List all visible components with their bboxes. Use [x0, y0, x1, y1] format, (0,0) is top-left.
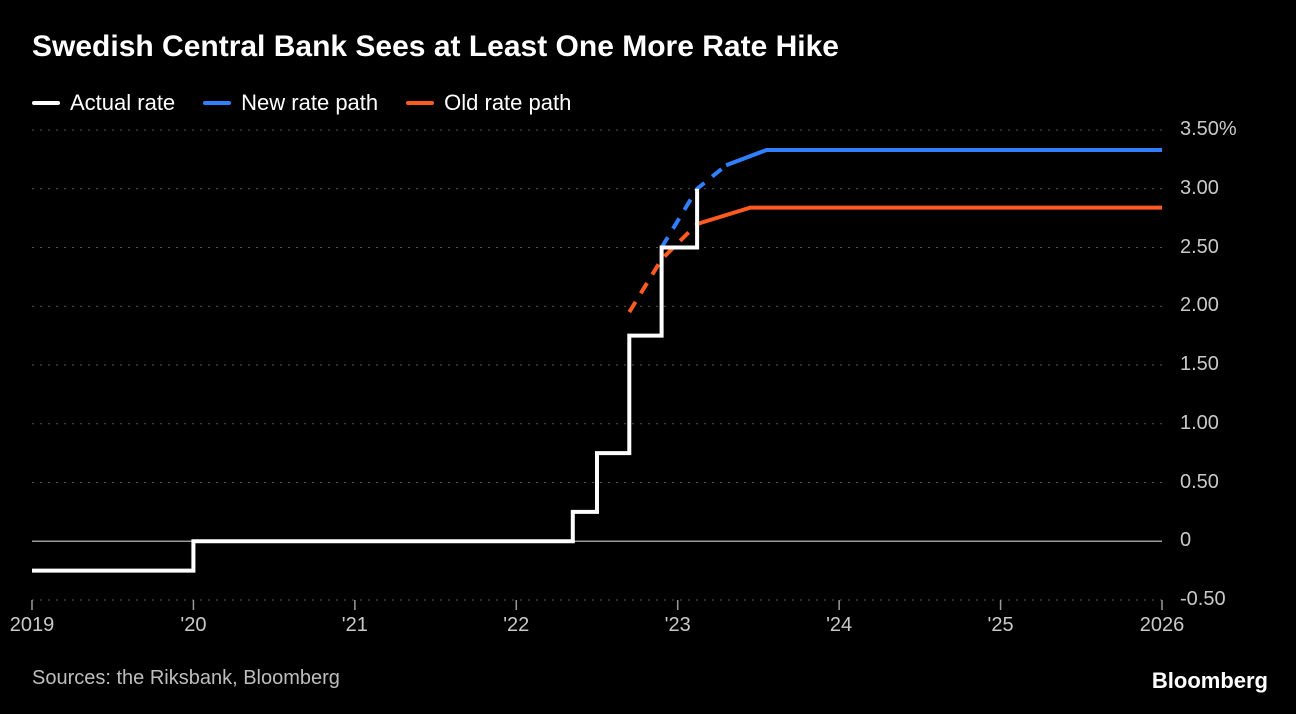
- y-tick-label: 3.50%: [1180, 118, 1260, 141]
- y-tick-label: 2.00: [1180, 294, 1260, 317]
- series-old-path-1: [697, 208, 1162, 224]
- x-tick-label: 2026: [1140, 614, 1185, 637]
- plot-area: [32, 130, 1162, 600]
- brand-logo: Bloomberg: [1152, 668, 1268, 694]
- y-tick-label: -0.50: [1180, 588, 1260, 611]
- y-tick-label: 0: [1180, 529, 1260, 552]
- x-tick-label: '21: [342, 614, 368, 637]
- x-tick-label: '23: [665, 614, 691, 637]
- legend-swatch-actual: [32, 101, 60, 105]
- legend-label-actual: Actual rate: [70, 90, 175, 116]
- x-tick-label: 2019: [10, 614, 55, 637]
- y-tick-label: 1.50: [1180, 353, 1260, 376]
- legend-item-old: Old rate path: [406, 90, 571, 116]
- chart-svg: [32, 130, 1162, 600]
- x-tick-label: '24: [826, 614, 852, 637]
- y-tick-label: 2.50: [1180, 236, 1260, 259]
- y-tick-label: 1.00: [1180, 412, 1260, 435]
- x-tick-label: '20: [180, 614, 206, 637]
- chart-title: Swedish Central Bank Sees at Least One M…: [32, 30, 839, 64]
- legend: Actual rate New rate path Old rate path: [32, 90, 571, 116]
- legend-label-old: Old rate path: [444, 90, 571, 116]
- series-actual: [32, 189, 697, 571]
- series-new-path-1: [726, 150, 1162, 165]
- y-tick-label: 3.00: [1180, 177, 1260, 200]
- legend-item-new: New rate path: [203, 90, 378, 116]
- legend-item-actual: Actual rate: [32, 90, 175, 116]
- source-text: Sources: the Riksbank, Bloomberg: [32, 667, 340, 690]
- legend-swatch-old: [406, 101, 434, 105]
- series-new-path-0: [662, 165, 727, 247]
- x-tick-label: '25: [988, 614, 1014, 637]
- legend-swatch-new: [203, 101, 231, 105]
- legend-label-new: New rate path: [241, 90, 378, 116]
- y-tick-label: 0.50: [1180, 471, 1260, 494]
- x-tick-label: '22: [503, 614, 529, 637]
